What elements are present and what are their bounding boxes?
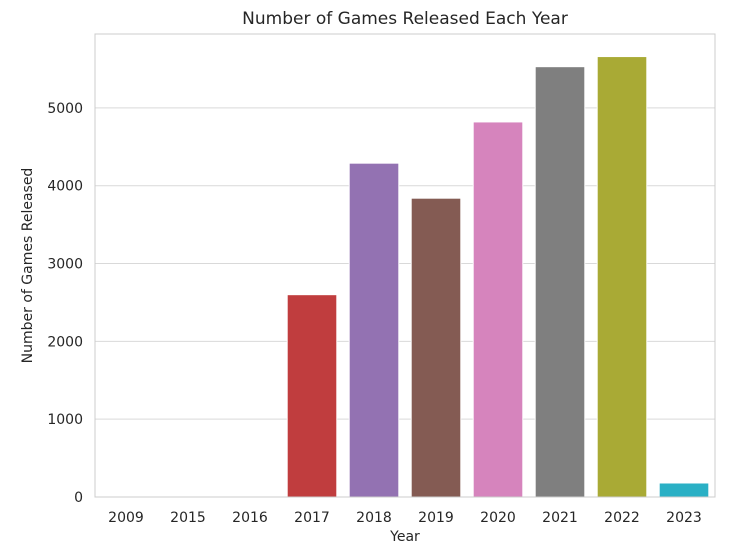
y-tick-label: 2000: [47, 334, 83, 350]
x-tick-label: 2023: [666, 510, 702, 526]
y-tick-label: 0: [74, 490, 83, 506]
y-tick-labels: 0 1000 2000 3000 4000 5000: [47, 101, 83, 506]
y-tick-label: 3000: [47, 257, 83, 273]
bar-2017: [286, 294, 338, 498]
x-tick-label: 2009: [108, 510, 144, 526]
x-tick-label: 2022: [604, 510, 640, 526]
x-tick-labels: 2009 2015 2016 2017 2018 2019 2020 2021 2022 2023: [108, 510, 702, 526]
bar-2018: [348, 162, 400, 498]
bars: [100, 56, 710, 498]
bar-2022: [596, 56, 648, 498]
x-tick-label: 2019: [418, 510, 454, 526]
y-tick-label: 5000: [47, 101, 83, 117]
x-tick-label: 2020: [480, 510, 516, 526]
x-tick-label: 2018: [356, 510, 392, 526]
chart-title: Number of Games Released Each Year: [242, 9, 568, 29]
plot-frame: [94, 33, 716, 498]
x-tick-label: 2017: [294, 510, 330, 526]
y-tick-label: 4000: [47, 179, 83, 195]
x-tick-label: 2016: [232, 510, 268, 526]
x-axis-title: Year: [389, 529, 420, 545]
y-tick-label: 1000: [47, 412, 83, 428]
x-tick-label: 2021: [542, 510, 578, 526]
y-axis-title: Number of Games Released: [20, 168, 36, 364]
bar-2021: [534, 66, 586, 498]
bar-2019: [410, 197, 462, 498]
bar-2023: [658, 482, 710, 498]
bar-2020: [472, 121, 524, 498]
x-tick-label: 2015: [170, 510, 206, 526]
